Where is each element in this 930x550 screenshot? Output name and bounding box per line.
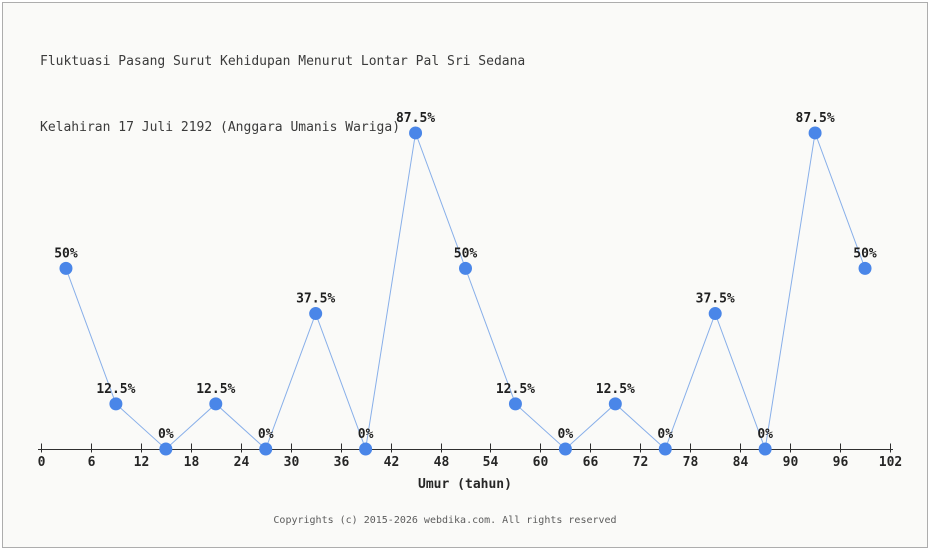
- data-point: [658, 442, 672, 456]
- chart-title-line-2: Kelahiran 17 Juli 2192 (Anggara Umanis W…: [40, 120, 401, 135]
- x-tick-label: 84: [733, 455, 749, 470]
- chart-title: Fluktuasi Pasang Surut Kehidupan Menurut…: [40, 7, 525, 161]
- data-point: [209, 397, 223, 411]
- x-tick-label: 66: [583, 455, 599, 470]
- data-point: [508, 397, 522, 411]
- data-point: [409, 126, 423, 140]
- data-point: [558, 442, 572, 456]
- x-tick-label: 90: [783, 455, 799, 470]
- data-point-label: 0%: [757, 427, 773, 442]
- data-point-label: 50%: [54, 246, 78, 261]
- data-point: [109, 397, 123, 411]
- x-tick-label: 48: [434, 455, 450, 470]
- data-point-label: 37.5%: [696, 292, 735, 307]
- x-tick-label: 102: [879, 455, 902, 470]
- data-point: [708, 307, 722, 321]
- data-point: [608, 397, 622, 411]
- data-point-label: 0%: [558, 427, 574, 442]
- data-point-label: 50%: [454, 246, 478, 261]
- x-tick-label: 24: [234, 455, 250, 470]
- data-point-label: 0%: [258, 427, 274, 442]
- footer-copyright: Copyrights (c) 2015-2026 webdika.com. Al…: [273, 515, 617, 526]
- data-point-label: 50%: [853, 246, 877, 261]
- data-point-label: 12.5%: [496, 382, 535, 397]
- chart-title-line-1: Fluktuasi Pasang Surut Kehidupan Menurut…: [40, 54, 526, 69]
- data-point: [858, 261, 872, 275]
- x-tick-label: 42: [384, 455, 400, 470]
- data-point-label: 12.5%: [196, 382, 235, 397]
- x-tick-label: 96: [833, 455, 849, 470]
- data-point-label: 12.5%: [96, 382, 135, 397]
- data-point-label: 87.5%: [796, 111, 835, 126]
- x-tick-label: 0: [38, 455, 46, 470]
- data-point: [259, 442, 273, 456]
- data-point-label: 0%: [358, 427, 374, 442]
- data-point: [459, 261, 472, 275]
- data-point: [309, 307, 323, 321]
- data-point: [808, 126, 822, 140]
- data-point-label: 37.5%: [296, 292, 335, 307]
- data-point-label: 87.5%: [396, 111, 435, 126]
- x-tick-label: 12: [134, 455, 150, 470]
- x-tick-label: 6: [88, 455, 96, 470]
- x-tick-label: 60: [533, 455, 549, 470]
- x-axis-label: Umur (tahun): [418, 477, 512, 492]
- data-point-label: 0%: [158, 427, 174, 442]
- x-tick-label: 54: [483, 455, 499, 470]
- data-point: [59, 261, 73, 275]
- data-line: [65, 130, 866, 451]
- x-tick-label: 36: [334, 455, 350, 470]
- x-tick-label: 30: [284, 455, 300, 470]
- x-tick-label: 78: [683, 455, 699, 470]
- data-point: [359, 442, 373, 456]
- data-point: [758, 442, 772, 456]
- x-tick-label: 72: [633, 455, 649, 470]
- x-tick-label: 18: [184, 455, 200, 470]
- data-point: [159, 442, 173, 456]
- data-point-label: 12.5%: [596, 382, 635, 397]
- data-point-label: 0%: [657, 427, 673, 442]
